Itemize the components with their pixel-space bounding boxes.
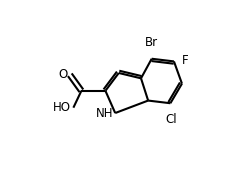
Text: F: F [182, 54, 188, 67]
Text: Br: Br [145, 36, 158, 49]
Text: O: O [58, 68, 67, 81]
Text: NH: NH [96, 107, 114, 121]
Text: Cl: Cl [166, 113, 177, 126]
Text: HO: HO [53, 101, 71, 114]
